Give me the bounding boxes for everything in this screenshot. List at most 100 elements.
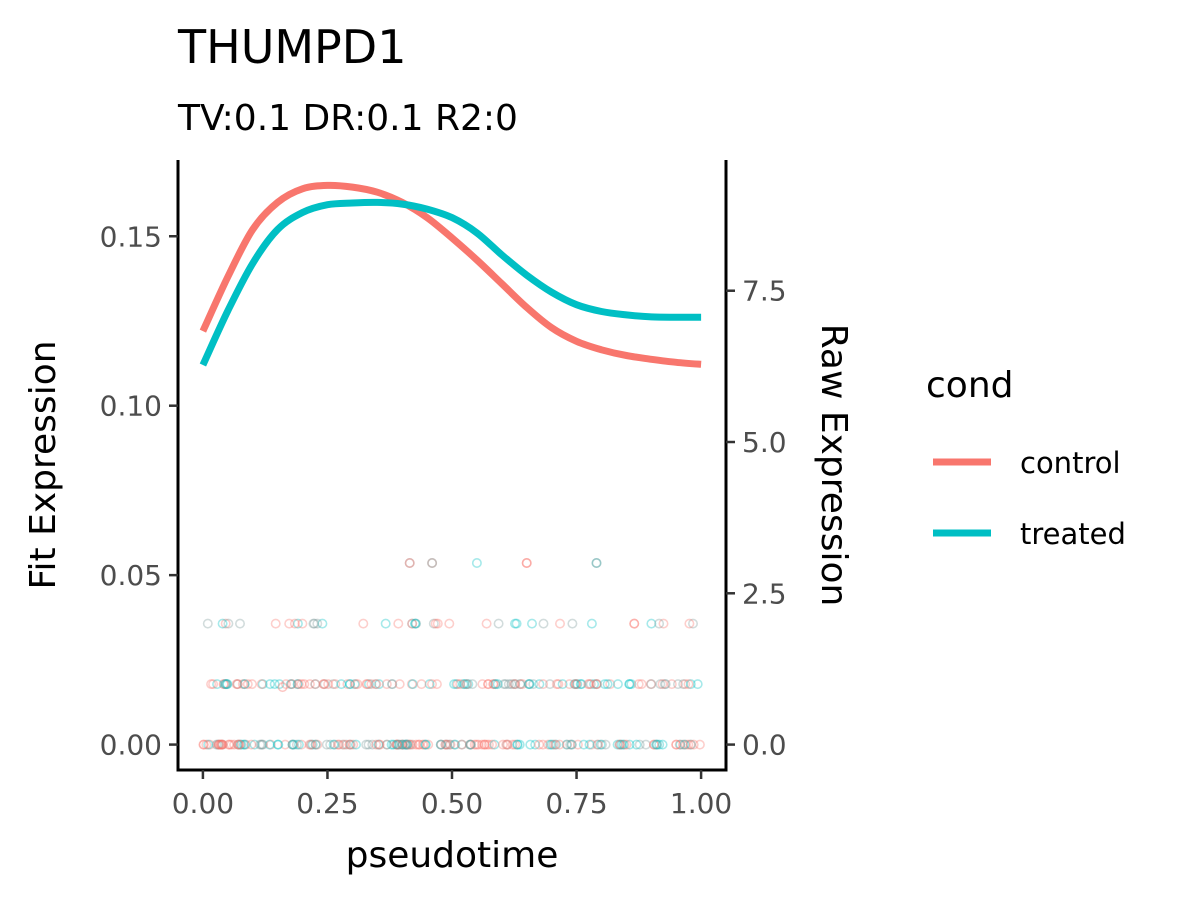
raw-point (371, 739, 382, 750)
x-tick-label: 0.25 (296, 787, 358, 820)
raw-point (373, 739, 384, 750)
raw-point (344, 739, 355, 750)
raw-point (400, 739, 411, 750)
raw-point (624, 679, 635, 690)
raw-point (441, 739, 452, 750)
raw-point (554, 739, 565, 750)
raw-point (287, 739, 298, 750)
raw-point (442, 739, 453, 750)
raw-point (317, 618, 328, 629)
raw-point (483, 679, 494, 690)
raw-point (297, 618, 308, 629)
raw-point (371, 679, 382, 690)
raw-point (498, 679, 509, 690)
raw-point (576, 679, 587, 690)
raw-point (616, 739, 627, 750)
raw-point (361, 739, 372, 750)
raw-point (626, 679, 637, 690)
raw-point (512, 739, 523, 750)
raw-point (490, 679, 501, 690)
raw-point (287, 739, 298, 750)
raw-point (450, 739, 461, 750)
raw-point (387, 679, 398, 690)
raw-point (538, 618, 549, 629)
raw-point (586, 618, 597, 629)
raw-point (500, 679, 511, 690)
raw-point (452, 679, 463, 690)
raw-point (618, 739, 629, 750)
raw-point (381, 679, 392, 690)
raw-point (591, 557, 602, 568)
raw-point (493, 618, 504, 629)
raw-point (358, 618, 369, 629)
raw-point (602, 679, 613, 690)
raw-point (321, 739, 332, 750)
raw-point (264, 679, 275, 690)
raw-point (612, 739, 623, 750)
raw-point (680, 739, 691, 750)
raw-point (595, 739, 606, 750)
raw-point (675, 739, 686, 750)
raw-point (222, 679, 233, 690)
raw-point (451, 679, 462, 690)
raw-point (490, 679, 501, 690)
raw-point (461, 679, 472, 690)
raw-point (612, 679, 623, 690)
raw-point (255, 739, 266, 750)
raw-point (400, 739, 411, 750)
raw-point (566, 739, 577, 750)
raw-point (367, 739, 378, 750)
raw-point (220, 679, 231, 690)
raw-point (596, 739, 607, 750)
raw-point (430, 618, 441, 629)
raw-point (306, 739, 317, 750)
raw-point (483, 679, 494, 690)
raw-point (233, 739, 244, 750)
raw-point (584, 679, 595, 690)
raw-point (217, 739, 228, 750)
raw-point (407, 739, 418, 750)
raw-point (219, 679, 230, 690)
raw-point (212, 679, 223, 690)
raw-point (694, 739, 705, 750)
raw-point (292, 618, 303, 629)
raw-point (546, 739, 557, 750)
raw-point (585, 679, 596, 690)
raw-point (646, 679, 657, 690)
raw-point (683, 739, 694, 750)
raw-point (461, 679, 472, 690)
raw-point (419, 739, 430, 750)
raw-point (336, 679, 347, 690)
raw-point (645, 679, 656, 690)
raw-point (458, 679, 469, 690)
raw-point (293, 739, 304, 750)
raw-point (223, 739, 234, 750)
raw-point (217, 739, 228, 750)
raw-point (487, 739, 498, 750)
raw-point (386, 739, 397, 750)
raw-point (362, 679, 373, 690)
raw-point (404, 557, 415, 568)
raw-point (232, 739, 243, 750)
raw-point (288, 739, 299, 750)
raw-point (224, 739, 235, 750)
raw-point (459, 679, 470, 690)
raw-point (410, 618, 421, 629)
raw-point (655, 679, 666, 690)
raw-point (593, 739, 604, 750)
raw-point (548, 739, 559, 750)
raw-point (273, 739, 284, 750)
raw-point (657, 739, 668, 750)
raw-point (291, 739, 302, 750)
raw-point (467, 679, 478, 690)
raw-point (213, 739, 224, 750)
raw-point (407, 618, 418, 629)
raw-point (214, 739, 225, 750)
raw-point (256, 739, 267, 750)
raw-point (373, 739, 384, 750)
raw-point (584, 739, 595, 750)
raw-point (591, 679, 602, 690)
raw-point (287, 739, 298, 750)
raw-point (648, 739, 659, 750)
raw-point (503, 679, 514, 690)
